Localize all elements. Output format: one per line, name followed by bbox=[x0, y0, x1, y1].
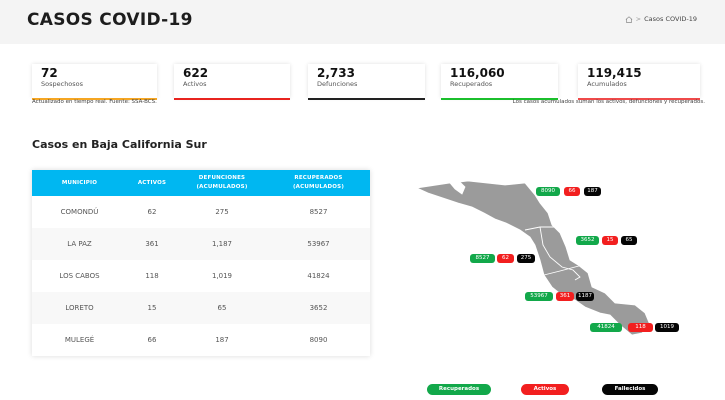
card-label: Activos bbox=[183, 80, 207, 88]
header-recuperados: RECUPERADOS (ACUMULADOS) bbox=[292, 175, 345, 190]
cell-municipio: MULEGÉ bbox=[64, 336, 95, 344]
map-activos-lapaz: 361 bbox=[556, 292, 574, 301]
card-accent-bar bbox=[441, 98, 558, 100]
card-label: Defunciones bbox=[317, 80, 358, 88]
table-row: COMONDÚ 62 275 8527 bbox=[32, 196, 370, 228]
home-icon[interactable] bbox=[625, 15, 633, 23]
card-value: 2,733 bbox=[317, 66, 355, 80]
cell-municipio: LORETO bbox=[65, 304, 94, 312]
cell-activos: 15 bbox=[147, 304, 157, 312]
map-activos-mulege: 66 bbox=[564, 187, 580, 196]
cell-recuperados: 8527 bbox=[309, 208, 328, 216]
map-recuperados-loreto: 3652 bbox=[576, 236, 599, 245]
breadcrumb-separator: > bbox=[635, 15, 642, 23]
card-value: 622 bbox=[183, 66, 209, 80]
card-sospechosos: 72 Sospechosos bbox=[32, 64, 157, 100]
header-municipio: MUNICIPIO bbox=[61, 179, 98, 186]
section-title: Casos en Baja California Sur bbox=[32, 138, 207, 151]
table-row: MULEGÉ 66 187 8090 bbox=[32, 324, 370, 356]
accumulated-note: Los casos acumulados suman los activos, … bbox=[512, 99, 705, 105]
header-defunciones: DEFUNCIONES (ACUMULADOS) bbox=[196, 175, 248, 190]
cell-recuperados: 8090 bbox=[309, 336, 328, 344]
cell-activos: 118 bbox=[145, 272, 159, 280]
cell-recuperados: 3652 bbox=[309, 304, 328, 312]
table-header: MUNICIPIO ACTIVOS DEFUNCIONES (ACUMULADOS… bbox=[32, 170, 370, 196]
table-row: LOS CABOS 118 1,019 41824 bbox=[32, 260, 370, 292]
legend-recuperados: Recuperados bbox=[427, 384, 491, 395]
card-accent-bar bbox=[32, 98, 157, 100]
page-title: CASOS COVID-19 bbox=[27, 10, 193, 30]
map-fallecidos-loscabos: 1019 bbox=[655, 323, 679, 332]
card-activos: 622 Activos bbox=[174, 64, 290, 100]
cell-activos: 361 bbox=[145, 240, 159, 248]
cell-recuperados: 41824 bbox=[307, 272, 330, 280]
card-accent-bar bbox=[578, 98, 700, 100]
map-fallecidos-loreto: 65 bbox=[621, 236, 637, 245]
card-recuperados: 116,060 Recuperados bbox=[441, 64, 558, 100]
cell-activos: 62 bbox=[147, 208, 157, 216]
card-acumulados: 119,415 Acumulados bbox=[578, 64, 700, 100]
cell-defunciones: 275 bbox=[215, 208, 229, 216]
cell-municipio: COMONDÚ bbox=[60, 208, 99, 216]
card-defunciones: 2,733 Defunciones bbox=[308, 64, 425, 100]
map-fallecidos-mulege: 187 bbox=[584, 187, 601, 196]
cell-defunciones: 1,019 bbox=[211, 272, 233, 280]
card-value: 119,415 bbox=[587, 66, 642, 80]
header-activos: ACTIVOS bbox=[137, 179, 167, 186]
table-row: LORETO 15 65 3652 bbox=[32, 292, 370, 324]
legend-activos: Activos bbox=[521, 384, 569, 395]
card-accent-bar bbox=[308, 98, 425, 100]
cell-municipio: LA PAZ bbox=[67, 240, 92, 248]
source-note: Actualizado en tiempo real. Fuente: SSA-… bbox=[32, 99, 157, 105]
bcs-map: 8090 66 187 3652 15 65 8527 62 275 53967… bbox=[410, 175, 680, 345]
cases-table: MUNICIPIO ACTIVOS DEFUNCIONES (ACUMULADOS… bbox=[32, 170, 370, 356]
map-recuperados-loscabos: 41824 bbox=[590, 323, 622, 332]
card-label: Recuperados bbox=[450, 80, 493, 88]
cell-municipio: LOS CABOS bbox=[59, 272, 100, 280]
card-label: Sospechosos bbox=[41, 80, 84, 88]
page-header: CASOS COVID-19 > Casos COVID-19 bbox=[0, 0, 725, 44]
map-recuperados-mulege: 8090 bbox=[536, 187, 560, 196]
card-accent-bar bbox=[174, 98, 290, 100]
map-activos-comondu: 62 bbox=[497, 254, 514, 263]
municipal-borders bbox=[524, 226, 591, 281]
map-recuperados-comondu: 8527 bbox=[470, 254, 495, 263]
cell-defunciones: 187 bbox=[215, 336, 229, 344]
cell-defunciones: 65 bbox=[217, 304, 227, 312]
card-value: 72 bbox=[41, 66, 58, 80]
card-value: 116,060 bbox=[450, 66, 505, 80]
breadcrumb-current: Casos COVID-19 bbox=[644, 15, 697, 23]
legend-fallecidos: Fallecidos bbox=[602, 384, 658, 395]
map-fallecidos-comondu: 275 bbox=[517, 254, 535, 263]
map-activos-loreto: 15 bbox=[602, 236, 618, 245]
map-activos-loscabos: 118 bbox=[628, 323, 653, 332]
card-label: Acumulados bbox=[587, 80, 627, 88]
cell-recuperados: 53967 bbox=[307, 240, 330, 248]
map-fallecidos-lapaz: 1187 bbox=[576, 292, 594, 301]
table-row: LA PAZ 361 1,187 53967 bbox=[32, 228, 370, 260]
cell-defunciones: 1,187 bbox=[211, 240, 233, 248]
map-recuperados-lapaz: 53967 bbox=[525, 292, 553, 301]
bcs-map-shape bbox=[415, 180, 651, 336]
breadcrumb: > Casos COVID-19 bbox=[625, 15, 697, 23]
cell-activos: 66 bbox=[147, 336, 157, 344]
